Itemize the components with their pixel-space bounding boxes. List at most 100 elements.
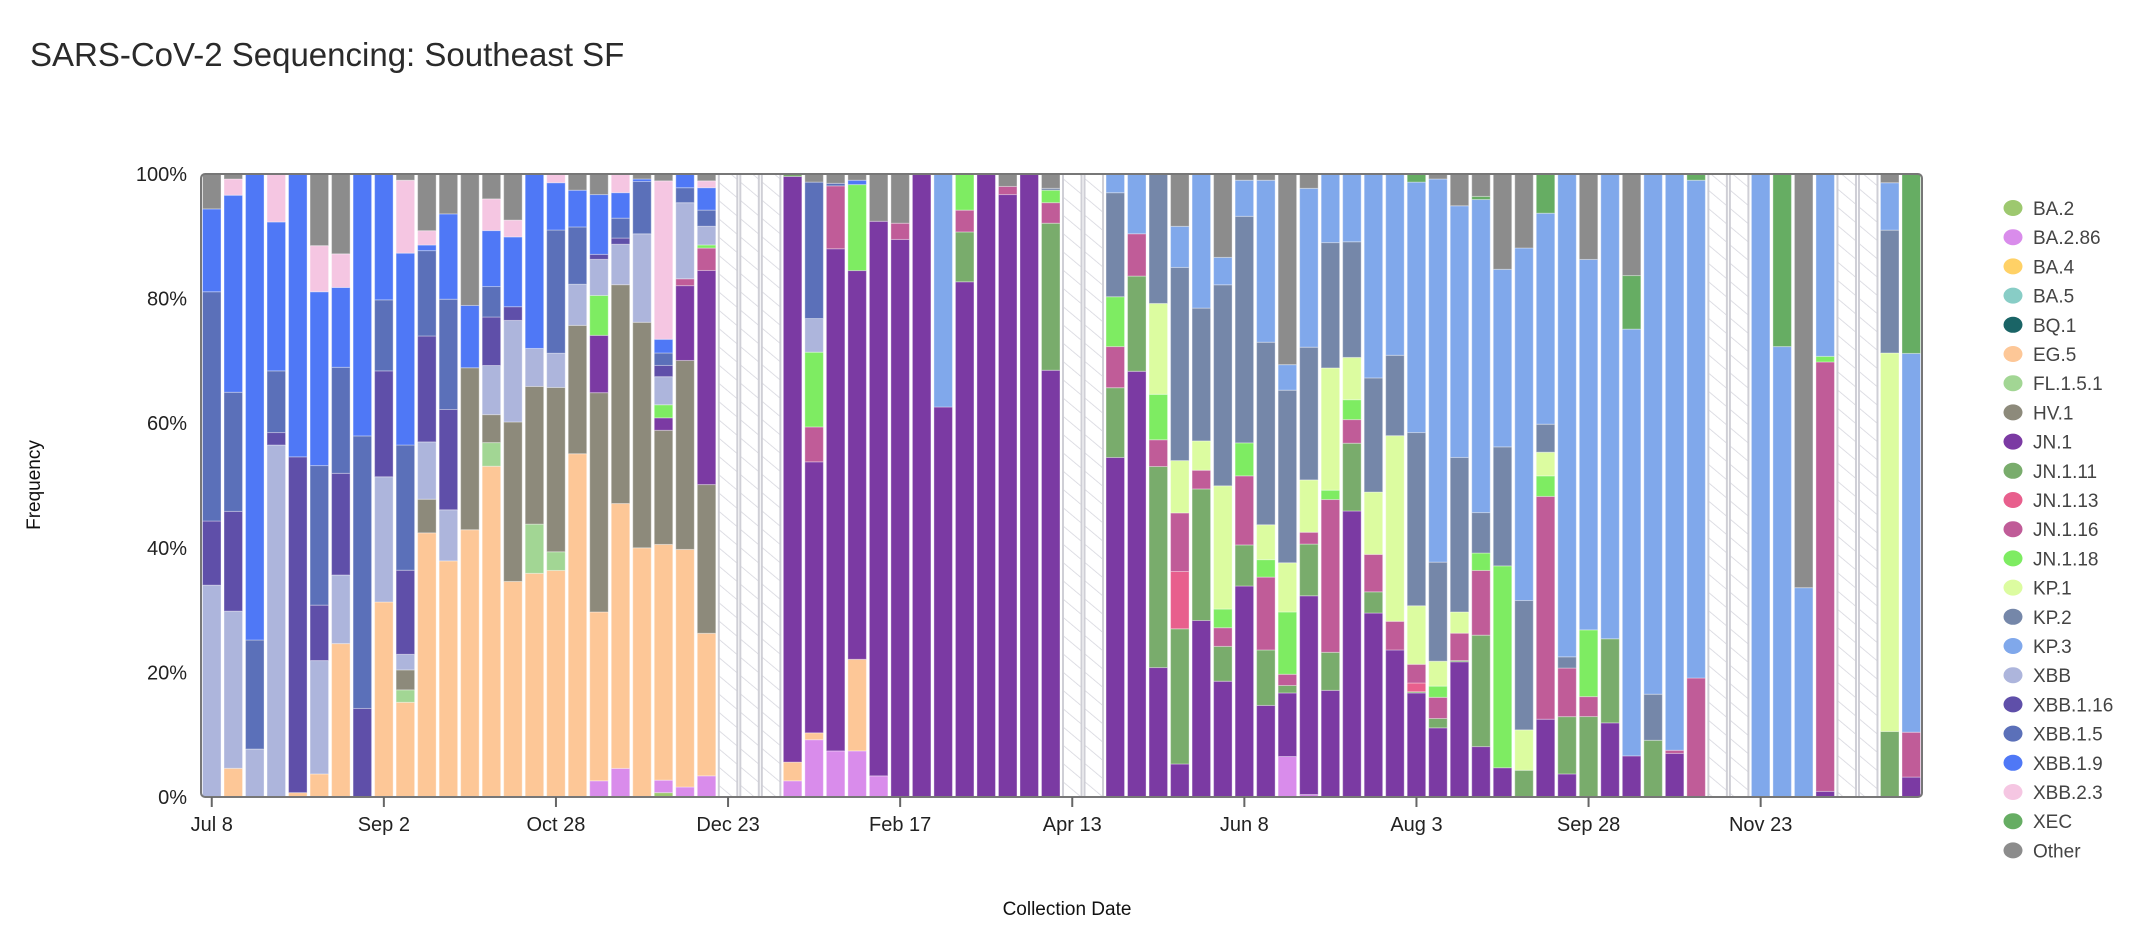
bar-segment-xbb-2-3[interactable]	[309, 245, 330, 293]
bar-segment-jn-1-18[interactable]	[1234, 442, 1255, 477]
bar-segment-xbb-1-16[interactable]	[202, 520, 222, 586]
bar-segment-jn-1[interactable]	[1621, 755, 1642, 798]
bar-segment-jn-1-18[interactable]	[1492, 565, 1513, 769]
bar-segment-kp-3[interactable]	[1600, 173, 1620, 640]
bar-segment-kp-2[interactable]	[1643, 693, 1663, 741]
bar-segment-kp-2[interactable]	[1148, 173, 1169, 304]
bar-segment-xbb-1-5[interactable]	[546, 229, 566, 354]
bar-segment-xbb-2-3[interactable]	[696, 180, 717, 189]
bar-segment-kp-2[interactable]	[1299, 346, 1319, 481]
bar-segment-kp-3[interactable]	[1299, 187, 1319, 348]
bar-segment-jn-1-11[interactable]	[1320, 651, 1341, 691]
bar-segment-kp-3[interactable]	[1793, 587, 1814, 798]
bar-segment-jn-1-16[interactable]	[1213, 627, 1233, 647]
bar-segment-xbb-2-3[interactable]	[653, 180, 674, 340]
bar-segment-jn-1[interactable]	[1299, 595, 1319, 796]
bar-segment-xbb-1-9[interactable]	[503, 236, 523, 308]
bar-segment-kp-1[interactable]	[1256, 524, 1276, 561]
bar-segment-xbb-1-5[interactable]	[804, 181, 824, 320]
bar-segment-other[interactable]	[460, 173, 480, 306]
bar-segment-ba-2-86[interactable]	[589, 780, 609, 798]
bar-segment-kp-2[interactable]	[1514, 600, 1534, 731]
bar-segment-xbb-1-16[interactable]	[653, 364, 674, 378]
bar-segment-jn-1-11[interactable]	[1363, 591, 1384, 614]
bar-segment-jn-1-18[interactable]	[589, 294, 609, 336]
bar-segment-other[interactable]	[825, 173, 846, 184]
bar-segment-jn-1[interactable]	[804, 461, 824, 734]
bar-segment-jn-1-16[interactable]	[1127, 233, 1147, 277]
bar-segment-jn-1[interactable]	[954, 281, 975, 798]
bar-segment-xbb-1-5[interactable]	[202, 291, 222, 522]
bar-segment-kp-2[interactable]	[1105, 192, 1126, 298]
bar-segment-other[interactable]	[438, 173, 459, 215]
bar-segment-other[interactable]	[503, 173, 523, 221]
bar-segment-xbb-1-16[interactable]	[331, 472, 351, 576]
bar-segment-xbb-1-9[interactable]	[675, 173, 695, 189]
bar-segment-kp-3[interactable]	[1514, 247, 1534, 602]
bar-segment-other[interactable]	[1492, 173, 1513, 270]
legend-item-jn-1[interactable]: JN.1	[2003, 433, 2073, 454]
bar-segment-kp-3[interactable]	[1578, 258, 1599, 631]
bar-segment-other[interactable]	[331, 173, 351, 255]
bar-segment-jn-1-16[interactable]	[1901, 731, 1922, 778]
bar-segment-jn-1-16[interactable]	[1578, 696, 1599, 718]
bar-segment-jn-1-16[interactable]	[1449, 632, 1470, 662]
bar-segment-xbb-1-16[interactable]	[417, 335, 437, 443]
bar-segment-xbb-1-5[interactable]	[245, 639, 265, 750]
bar-segment-jn-1-18[interactable]	[1342, 399, 1362, 421]
bar-segment-jn-1-11[interactable]	[1471, 634, 1491, 748]
bar-segment-ba-2-86[interactable]	[610, 767, 631, 798]
bar-segment-xbb-2-3[interactable]	[481, 198, 502, 232]
bar-segment-xbb-1-5[interactable]	[438, 298, 459, 410]
bar-segment-xbb[interactable]	[675, 202, 695, 280]
bar-segment-other[interactable]	[202, 173, 222, 210]
bar-segment-eg-5[interactable]	[460, 529, 480, 798]
bar-segment-xbb[interactable]	[524, 347, 545, 387]
bar-segment-jn-1[interactable]	[675, 285, 695, 361]
bar-segment-kp-1[interactable]	[1191, 440, 1212, 471]
bar-segment-kp-3[interactable]	[1557, 173, 1577, 658]
bar-segment-jn-1[interactable]	[933, 406, 953, 798]
bar-segment-kp-1[interactable]	[1406, 605, 1427, 665]
bar-segment-xbb-1-9[interactable]	[524, 173, 545, 349]
bar-segment-kp-3[interactable]	[1127, 173, 1147, 235]
bar-segment-kp-2[interactable]	[1213, 284, 1233, 487]
bar-segment-jn-1[interactable]	[1428, 727, 1448, 798]
bar-segment-xbb-1-5[interactable]	[352, 435, 373, 709]
bar-segment-other[interactable]	[696, 173, 717, 182]
bar-segment-xec[interactable]	[1901, 173, 1922, 354]
bar-segment-jn-1[interactable]	[782, 175, 803, 763]
bar-segment-xbb[interactable]	[395, 653, 416, 671]
bar-segment-kp-2[interactable]	[1406, 432, 1427, 607]
bar-segment-xbb-1-5[interactable]	[417, 250, 437, 337]
bar-segment-xbb[interactable]	[567, 283, 588, 326]
bar-segment-eg-5[interactable]	[804, 732, 824, 741]
bar-segment-eg-5[interactable]	[610, 503, 631, 769]
bar-segment-kp-3[interactable]	[1449, 205, 1470, 458]
bar-segment-jn-1-16[interactable]	[804, 426, 824, 463]
bar-segment-kp-3[interactable]	[1234, 179, 1255, 217]
bar-segment-jn-1-11[interactable]	[1040, 222, 1061, 371]
bar-segment-jn-1-16[interactable]	[1686, 677, 1706, 798]
bar-segment-kp-2[interactable]	[1170, 266, 1190, 462]
bar-segment-other[interactable]	[1213, 173, 1233, 258]
bar-segment-jn-1-18[interactable]	[1535, 475, 1556, 497]
bar-segment-jn-1[interactable]	[847, 270, 867, 660]
bar-segment-jn-1-16[interactable]	[1256, 576, 1276, 651]
bar-segment-kp-1[interactable]	[1428, 660, 1448, 687]
bar-segment-other[interactable]	[1277, 173, 1298, 366]
bar-segment-eg-5[interactable]	[417, 532, 437, 798]
bar-segment-jn-1-16[interactable]	[675, 278, 695, 287]
bar-segment-xbb[interactable]	[438, 509, 459, 562]
bar-segment-jn-1-18[interactable]	[1471, 552, 1491, 571]
bar-segment-eg-5[interactable]	[309, 773, 330, 798]
bar-segment-kp-3[interactable]	[1213, 256, 1233, 286]
bar-segment-jn-1[interactable]	[1535, 718, 1556, 798]
bar-segment-kp-1[interactable]	[1170, 460, 1190, 514]
bar-segment-jn-1-18[interactable]	[1578, 629, 1599, 698]
legend-item-kp-1[interactable]: KP.1	[2003, 579, 2072, 600]
bar-segment-jn-1-16[interactable]	[1535, 495, 1556, 720]
bar-segment-xbb-1-5[interactable]	[675, 187, 695, 204]
bar-segment-other[interactable]	[804, 173, 824, 183]
bar-segment-hv-1[interactable]	[589, 392, 609, 613]
